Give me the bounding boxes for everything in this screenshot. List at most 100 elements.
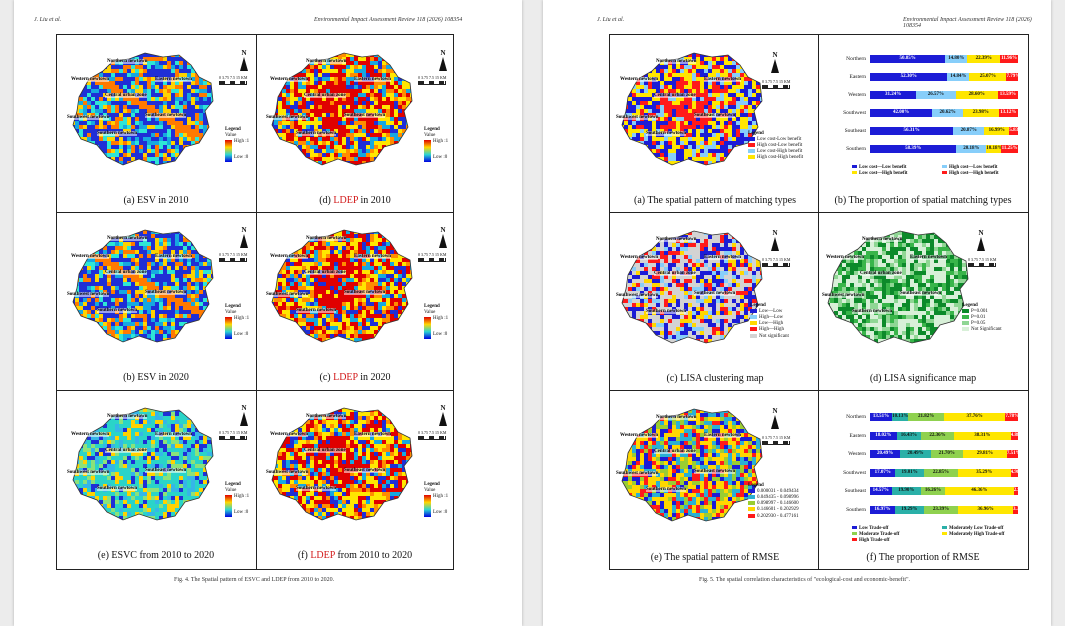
scale-bar: 0 3.75 7.5 15 KM — [418, 430, 446, 440]
bar-segment: 17.07% — [870, 468, 896, 477]
legend-item: Low—High — [750, 321, 789, 327]
chart-row: Northern 13.51% 10.13% 21.82% 37.76% 7.78% — [824, 413, 1024, 421]
color-ramp — [225, 495, 232, 517]
legend-high: High :1 — [234, 316, 250, 321]
chart-legend-item: Moderately Low Trade-off — [942, 526, 1003, 532]
north-label: N — [241, 49, 247, 57]
caption-suffix: in 2010 — [358, 195, 391, 206]
bar-segment: 56.31% — [870, 127, 954, 135]
legend-item-label: Low cost-High benefit — [757, 149, 803, 155]
caption-suffix: in 2020 — [357, 372, 391, 383]
figure-5-caption: Fig. 5. The spatial correlation characte… — [699, 577, 911, 583]
legend-swatch — [852, 538, 857, 542]
legend-gradient-row: High :1 Low :0 — [424, 494, 448, 518]
north-label: N — [440, 404, 446, 412]
north-label: N — [241, 404, 247, 412]
southern-newtown-label: Southern newtown — [97, 308, 138, 313]
scale-ticks — [762, 441, 790, 445]
bar-segment: 18.02% — [870, 431, 897, 440]
category-label: Southwest — [843, 469, 866, 476]
caption-highlight: LDEP — [310, 550, 335, 561]
legend-swatch — [748, 143, 755, 148]
legend-swatch — [962, 327, 969, 332]
legend-swatch — [852, 532, 857, 536]
legend-title: Legend — [962, 303, 978, 308]
legend-swatch — [942, 165, 947, 169]
legend-gradient-row: High :1 Low :0 — [424, 139, 448, 163]
bar-segment: 20.87% — [953, 127, 985, 135]
legend-high: High :1 — [234, 494, 250, 499]
north-triangle — [439, 234, 447, 248]
right-page: J. Liu et al. Environmental Impact Asses… — [543, 0, 1051, 626]
bar-segment: 4.88% — [1010, 431, 1018, 440]
north-triangle — [771, 415, 779, 429]
bar-segment: 21.70% — [930, 450, 963, 458]
legend-item-label: 0.202930 - 0.477161 — [757, 513, 799, 519]
map-raster — [271, 52, 413, 166]
southwest-newtown-label: Southwest newtown — [266, 292, 309, 297]
panel-caption: (e) ESVC from 2010 to 2020 — [61, 550, 251, 561]
chart-legend-item: High cost—Low benefit — [942, 165, 998, 171]
northern-newtown-label: Northern newtown — [107, 414, 148, 419]
scale-text: 0 3.75 7.5 15 KM — [418, 252, 447, 257]
southern-newtown-label: Southern newtown — [296, 131, 337, 136]
legend-title: Legend — [225, 482, 241, 487]
bar-segment: 14.84% — [947, 73, 970, 81]
value-legend: Legend Value High :1 Low :0 — [424, 127, 448, 163]
bar-segment: 52.30% — [870, 73, 948, 81]
western-newtown-label: Western newtown — [620, 255, 659, 260]
scale-ticks — [418, 81, 446, 85]
legend-item-label: 0.098997 - 0.146600 — [757, 501, 799, 507]
north-arrow-icon: N — [434, 404, 452, 426]
caption-highlight: LDEP — [333, 372, 358, 383]
legend-swatch — [942, 171, 947, 175]
caption-d: (d) LISA significance map — [869, 373, 977, 384]
southwest-newtown-label: Southwest newtown — [822, 293, 865, 298]
western-newtown-label: Western newtown — [270, 254, 309, 259]
legend-swatch — [962, 315, 969, 320]
legend-high: High :1 — [433, 139, 449, 144]
caption-prefix: (f) — [297, 550, 311, 561]
category-label: Southern — [846, 146, 866, 152]
scale-bar: 0 3.75 7.5 15 KM — [219, 75, 247, 85]
category-label: Northern — [846, 56, 866, 62]
map-raster — [827, 230, 969, 344]
legend-title: Legend — [225, 304, 241, 309]
map-raster — [621, 230, 763, 344]
bar-segment: 4.98% — [1010, 468, 1018, 477]
region-map: Northern newtown Western newtown Eastern n… — [266, 226, 416, 346]
bar-segment: 13.59% — [997, 91, 1018, 99]
legend-value-label: Value — [424, 310, 436, 315]
legend-item-label: 0.049435 - 0.098996 — [757, 495, 799, 501]
scale-text: 0 3.75 7.5 15 KM — [219, 430, 248, 435]
color-ramp — [225, 317, 232, 339]
legend-item: P=0.001 — [962, 309, 1002, 315]
caption-suffix: from 2010 to 2020 — [334, 550, 413, 561]
figure-4-caption: Fig. 4. The Spatial pattern of ESVC and … — [174, 577, 335, 583]
central-urban-zone-label: Central urban zone — [654, 93, 696, 98]
running-author: J. Liu et al. — [34, 17, 62, 23]
category-label: Northern — [846, 414, 866, 420]
legend-item: 0.000031 - 0.049434 — [748, 489, 799, 495]
chart-rmse-proportion: Northern 13.51% 10.13% 21.82% 37.76% 7.78% Eas… — [824, 407, 1024, 567]
caption-prefix: (b) ESV in 2020 — [123, 372, 189, 383]
legend-item: High cost-Low benefit — [748, 143, 803, 149]
divider — [610, 212, 1028, 213]
southeast-newtown-label: Southeast newtown — [900, 291, 942, 296]
southeast-newtown-label: Southeast newtown — [344, 468, 386, 473]
bar-segment: 20.49% — [900, 450, 931, 458]
legend-swatch — [748, 513, 755, 518]
panel-caption: (d) LDEP in 2010 — [260, 195, 450, 206]
legend-swatch — [962, 309, 969, 313]
scale-text: 0 3.75 7.5 15 KM — [418, 430, 447, 435]
northern-newtown-label: Northern newtown — [306, 236, 347, 241]
map-raster — [271, 407, 413, 521]
legend-item: Not significant — [750, 333, 789, 340]
eastern-newtown-label: Eastern newtown — [155, 77, 193, 82]
bar-segment: 19.90% — [891, 487, 921, 495]
western-newtown-label: Western newtown — [826, 255, 865, 260]
southeast-newtown-label: Southeast newtown — [694, 469, 736, 474]
bar-segment: 10.13% — [891, 413, 909, 421]
divider — [57, 390, 453, 391]
chart-row: Southeast 56.31%20.87%16.99%5.83% — [824, 127, 1024, 135]
